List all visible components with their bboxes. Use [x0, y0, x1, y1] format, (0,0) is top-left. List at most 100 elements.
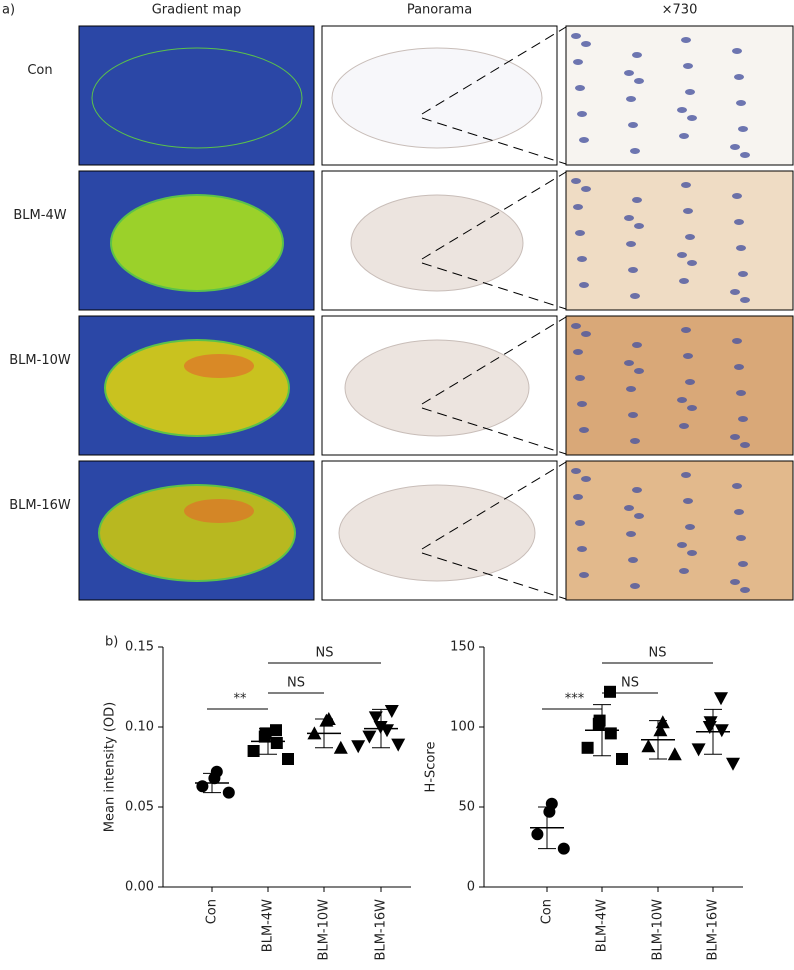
- nucleus: [732, 483, 742, 489]
- nucleus: [626, 241, 636, 247]
- point: [557, 842, 570, 855]
- point: [604, 685, 616, 698]
- point: [362, 730, 377, 744]
- y-tick-label: 150: [450, 640, 475, 655]
- x-tick-label: Con: [205, 899, 220, 924]
- nucleus: [628, 412, 638, 418]
- point: [351, 740, 366, 754]
- point: [270, 724, 282, 737]
- zoom-line: [421, 26, 567, 115]
- nucleus: [734, 219, 744, 225]
- x-tick-label: BLM-10W: [317, 899, 332, 961]
- hotspot: [184, 499, 254, 523]
- nucleus: [571, 178, 581, 184]
- nucleus: [740, 297, 750, 303]
- nucleus: [579, 427, 589, 433]
- nucleus: [573, 349, 583, 355]
- zoom-line: [421, 552, 567, 600]
- significance-label: NS: [621, 676, 639, 691]
- zoom-line: [421, 262, 567, 310]
- tissue: [91, 47, 303, 149]
- nucleus: [630, 583, 640, 589]
- nucleus: [734, 509, 744, 515]
- column-header: Gradient map: [152, 3, 242, 18]
- tissue: [338, 484, 536, 582]
- nucleus: [677, 542, 687, 548]
- nucleus: [683, 208, 693, 214]
- nucleus: [573, 59, 583, 65]
- x-tick-label: BLM-16W: [374, 899, 389, 961]
- nucleus: [573, 494, 583, 500]
- point: [691, 743, 706, 757]
- point: [714, 692, 728, 706]
- nucleus: [634, 513, 644, 519]
- nucleus: [740, 442, 750, 448]
- nucleus: [626, 386, 636, 392]
- point: [714, 724, 729, 738]
- x-tick-label: BLM-16W: [706, 899, 721, 961]
- row-label: BLM-10W: [9, 353, 71, 368]
- nucleus: [628, 267, 638, 273]
- zoom-line: [421, 407, 567, 455]
- nucleus: [677, 252, 687, 258]
- nucleus: [681, 182, 691, 188]
- point: [653, 723, 668, 737]
- significance-label: **: [234, 692, 248, 707]
- zoom-line: [421, 316, 567, 405]
- nucleus: [624, 215, 634, 221]
- y-tick-label: 0: [467, 880, 475, 895]
- nucleus: [685, 89, 695, 95]
- nucleus: [626, 96, 636, 102]
- nucleus: [685, 524, 695, 530]
- nucleus: [730, 289, 740, 295]
- point: [222, 786, 235, 799]
- significance-label: NS: [287, 676, 305, 691]
- hotspot: [184, 354, 254, 378]
- nucleus: [575, 85, 585, 91]
- nucleus: [630, 148, 640, 154]
- nucleus: [581, 186, 591, 192]
- nucleus: [732, 48, 742, 54]
- row-label: Con: [27, 63, 52, 78]
- nucleus: [681, 327, 691, 333]
- point: [384, 705, 399, 718]
- nucleus: [573, 204, 583, 210]
- zoom-image: [565, 315, 794, 456]
- y-tick-label: 0.10: [125, 720, 154, 735]
- y-tick-label: 0.05: [125, 800, 154, 815]
- nucleus: [679, 423, 689, 429]
- nucleus: [632, 197, 642, 203]
- nucleus: [687, 260, 697, 266]
- point: [270, 737, 283, 749]
- point: [333, 740, 348, 754]
- y-tick-label: 0.15: [125, 640, 154, 655]
- x-tick-label: Con: [540, 899, 555, 924]
- nucleus: [687, 115, 697, 121]
- point: [655, 715, 670, 729]
- x-tick-label: BLM-4W: [595, 899, 610, 952]
- point: [641, 739, 656, 753]
- nucleus: [679, 133, 689, 139]
- panel-label: b): [105, 635, 118, 650]
- zoom-image: [565, 460, 794, 601]
- point: [391, 738, 406, 752]
- nucleus: [581, 41, 591, 47]
- column-header: Panorama: [407, 3, 472, 18]
- nucleus: [734, 364, 744, 370]
- nucleus: [681, 472, 691, 478]
- nucleus: [632, 342, 642, 348]
- tissue: [110, 194, 284, 292]
- nucleus: [677, 107, 687, 113]
- nucleus: [685, 379, 695, 385]
- row-label: BLM-16W: [9, 498, 71, 513]
- column-header: ×730: [662, 3, 698, 18]
- nucleus: [677, 397, 687, 403]
- nucleus: [626, 531, 636, 537]
- zoom-line: [421, 171, 567, 260]
- nucleus: [734, 74, 744, 80]
- nucleus: [736, 535, 746, 541]
- nucleus: [577, 256, 587, 262]
- nucleus: [634, 223, 644, 229]
- nucleus: [738, 416, 748, 422]
